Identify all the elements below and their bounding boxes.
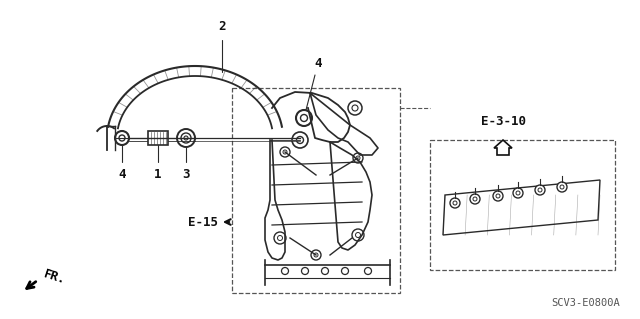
Circle shape [513,188,523,198]
Circle shape [535,185,545,195]
Bar [232,88,400,293]
Text: 1: 1 [154,168,162,181]
Text: 4: 4 [314,57,322,70]
Bar [430,140,615,270]
Polygon shape [443,180,600,235]
Text: 3: 3 [182,168,189,181]
Circle shape [470,194,480,204]
Text: SCV3-E0800A: SCV3-E0800A [551,298,620,308]
Circle shape [557,182,567,192]
Text: 4: 4 [118,168,125,181]
Text: 2: 2 [218,20,226,33]
Circle shape [450,198,460,208]
Text: FR.: FR. [42,267,67,287]
Circle shape [493,191,503,201]
Bar [148,131,168,145]
Text: E-3-10: E-3-10 [481,115,525,128]
Text: E-15: E-15 [188,216,218,228]
